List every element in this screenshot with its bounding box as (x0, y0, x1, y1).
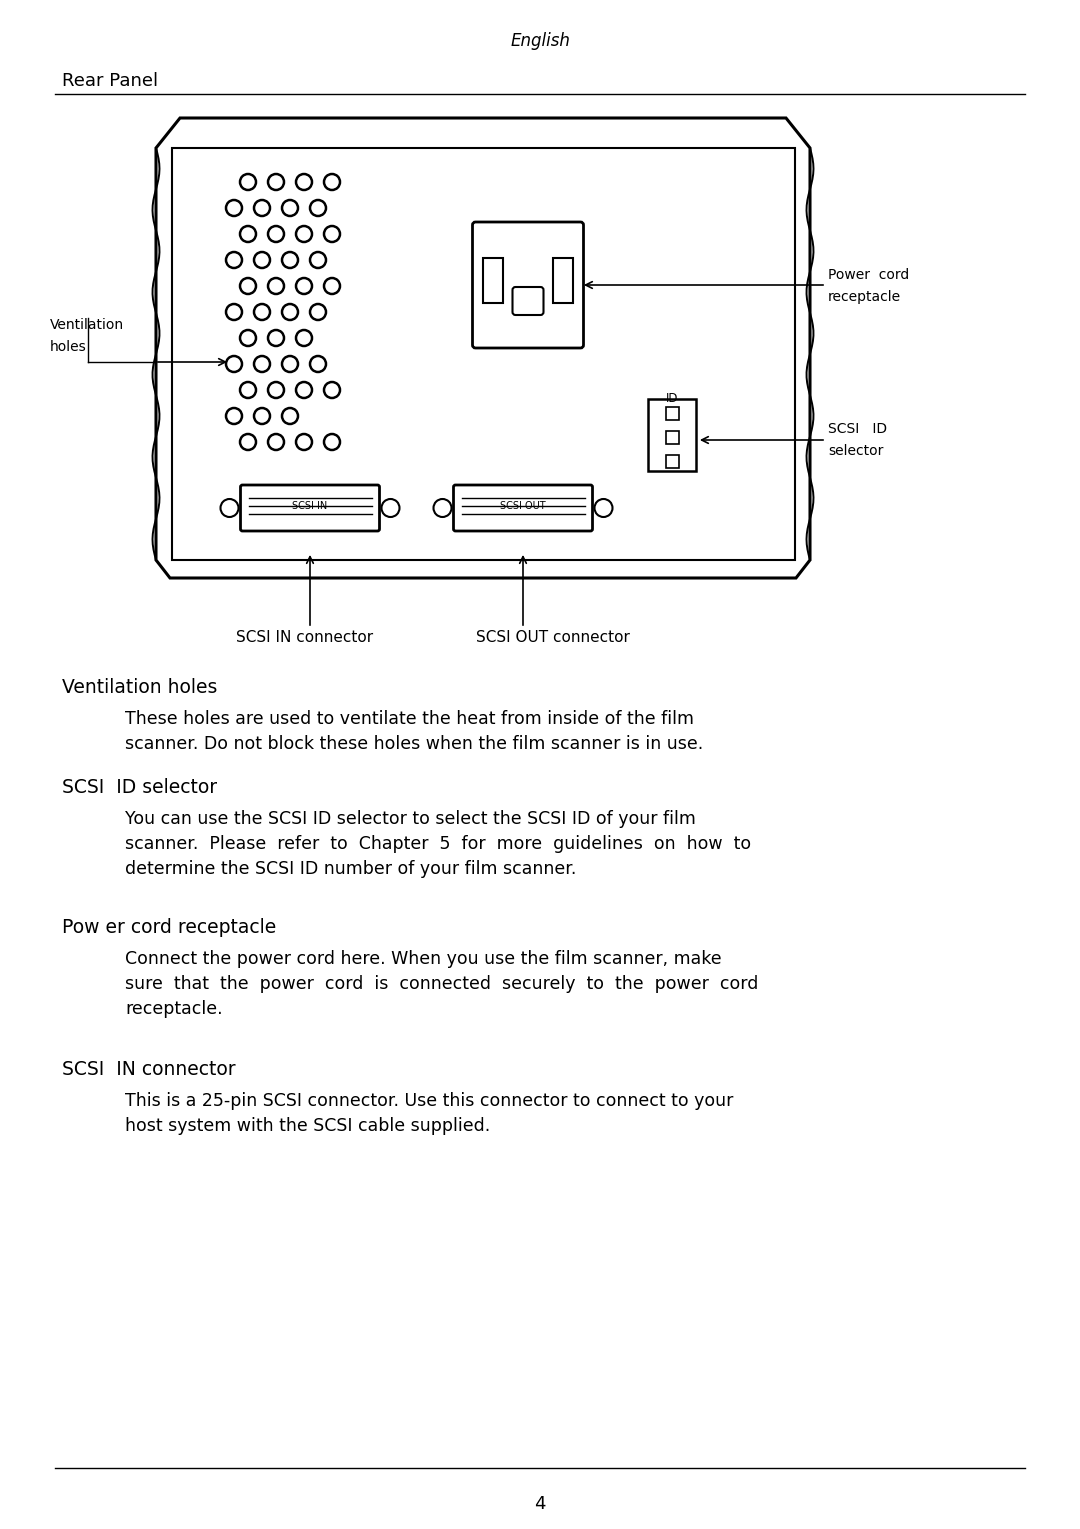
Text: Ventilation: Ventilation (50, 318, 124, 332)
Bar (665, 407, 678, 419)
Text: Rear Panel: Rear Panel (62, 72, 158, 90)
Text: English: English (510, 32, 570, 50)
Text: These holes are used to ventilate the heat from inside of the film: These holes are used to ventilate the he… (125, 709, 694, 728)
Text: holes: holes (50, 339, 86, 355)
Bar (553, 257, 573, 303)
Bar (665, 454, 678, 468)
Text: Connect the power cord here. When you use the film scanner, make: Connect the power cord here. When you us… (125, 950, 721, 968)
Bar (648, 399, 696, 471)
Text: SCSI OUT connector: SCSI OUT connector (476, 630, 630, 645)
Bar (483, 257, 503, 303)
Text: selector: selector (828, 443, 883, 459)
Text: You can use the SCSI ID selector to select the SCSI ID of your film: You can use the SCSI ID selector to sele… (125, 810, 696, 829)
Text: SCSI   ID: SCSI ID (828, 422, 887, 436)
Text: SCSI  IN connector: SCSI IN connector (62, 1060, 235, 1079)
Text: SCSI OUT: SCSI OUT (500, 502, 545, 511)
Bar (665, 431, 678, 443)
Text: SCSI IN: SCSI IN (293, 502, 327, 511)
Text: Ventilation holes: Ventilation holes (62, 677, 217, 697)
Text: 4: 4 (535, 1495, 545, 1514)
Text: sure  that  the  power  cord  is  connected  securely  to  the  power  cord: sure that the power cord is connected se… (125, 976, 758, 992)
Text: determine the SCSI ID number of your film scanner.: determine the SCSI ID number of your fil… (125, 859, 577, 878)
Text: host system with the SCSI cable supplied.: host system with the SCSI cable supplied… (125, 1118, 490, 1135)
Text: receptacle.: receptacle. (125, 1000, 222, 1018)
Text: SCSI IN connector: SCSI IN connector (237, 630, 374, 645)
Text: receptacle: receptacle (828, 291, 901, 304)
Text: Power  cord: Power cord (828, 268, 909, 281)
Text: Pow er cord receptacle: Pow er cord receptacle (62, 917, 276, 937)
Text: scanner. Do not block these holes when the film scanner is in use.: scanner. Do not block these holes when t… (125, 735, 703, 752)
Text: SCSI  ID selector: SCSI ID selector (62, 778, 217, 797)
Text: scanner.  Please  refer  to  Chapter  5  for  more  guidelines  on  how  to: scanner. Please refer to Chapter 5 for m… (125, 835, 751, 853)
Text: This is a 25-pin SCSI connector. Use this connector to connect to your: This is a 25-pin SCSI connector. Use thi… (125, 1092, 733, 1110)
Text: ID: ID (665, 391, 678, 405)
